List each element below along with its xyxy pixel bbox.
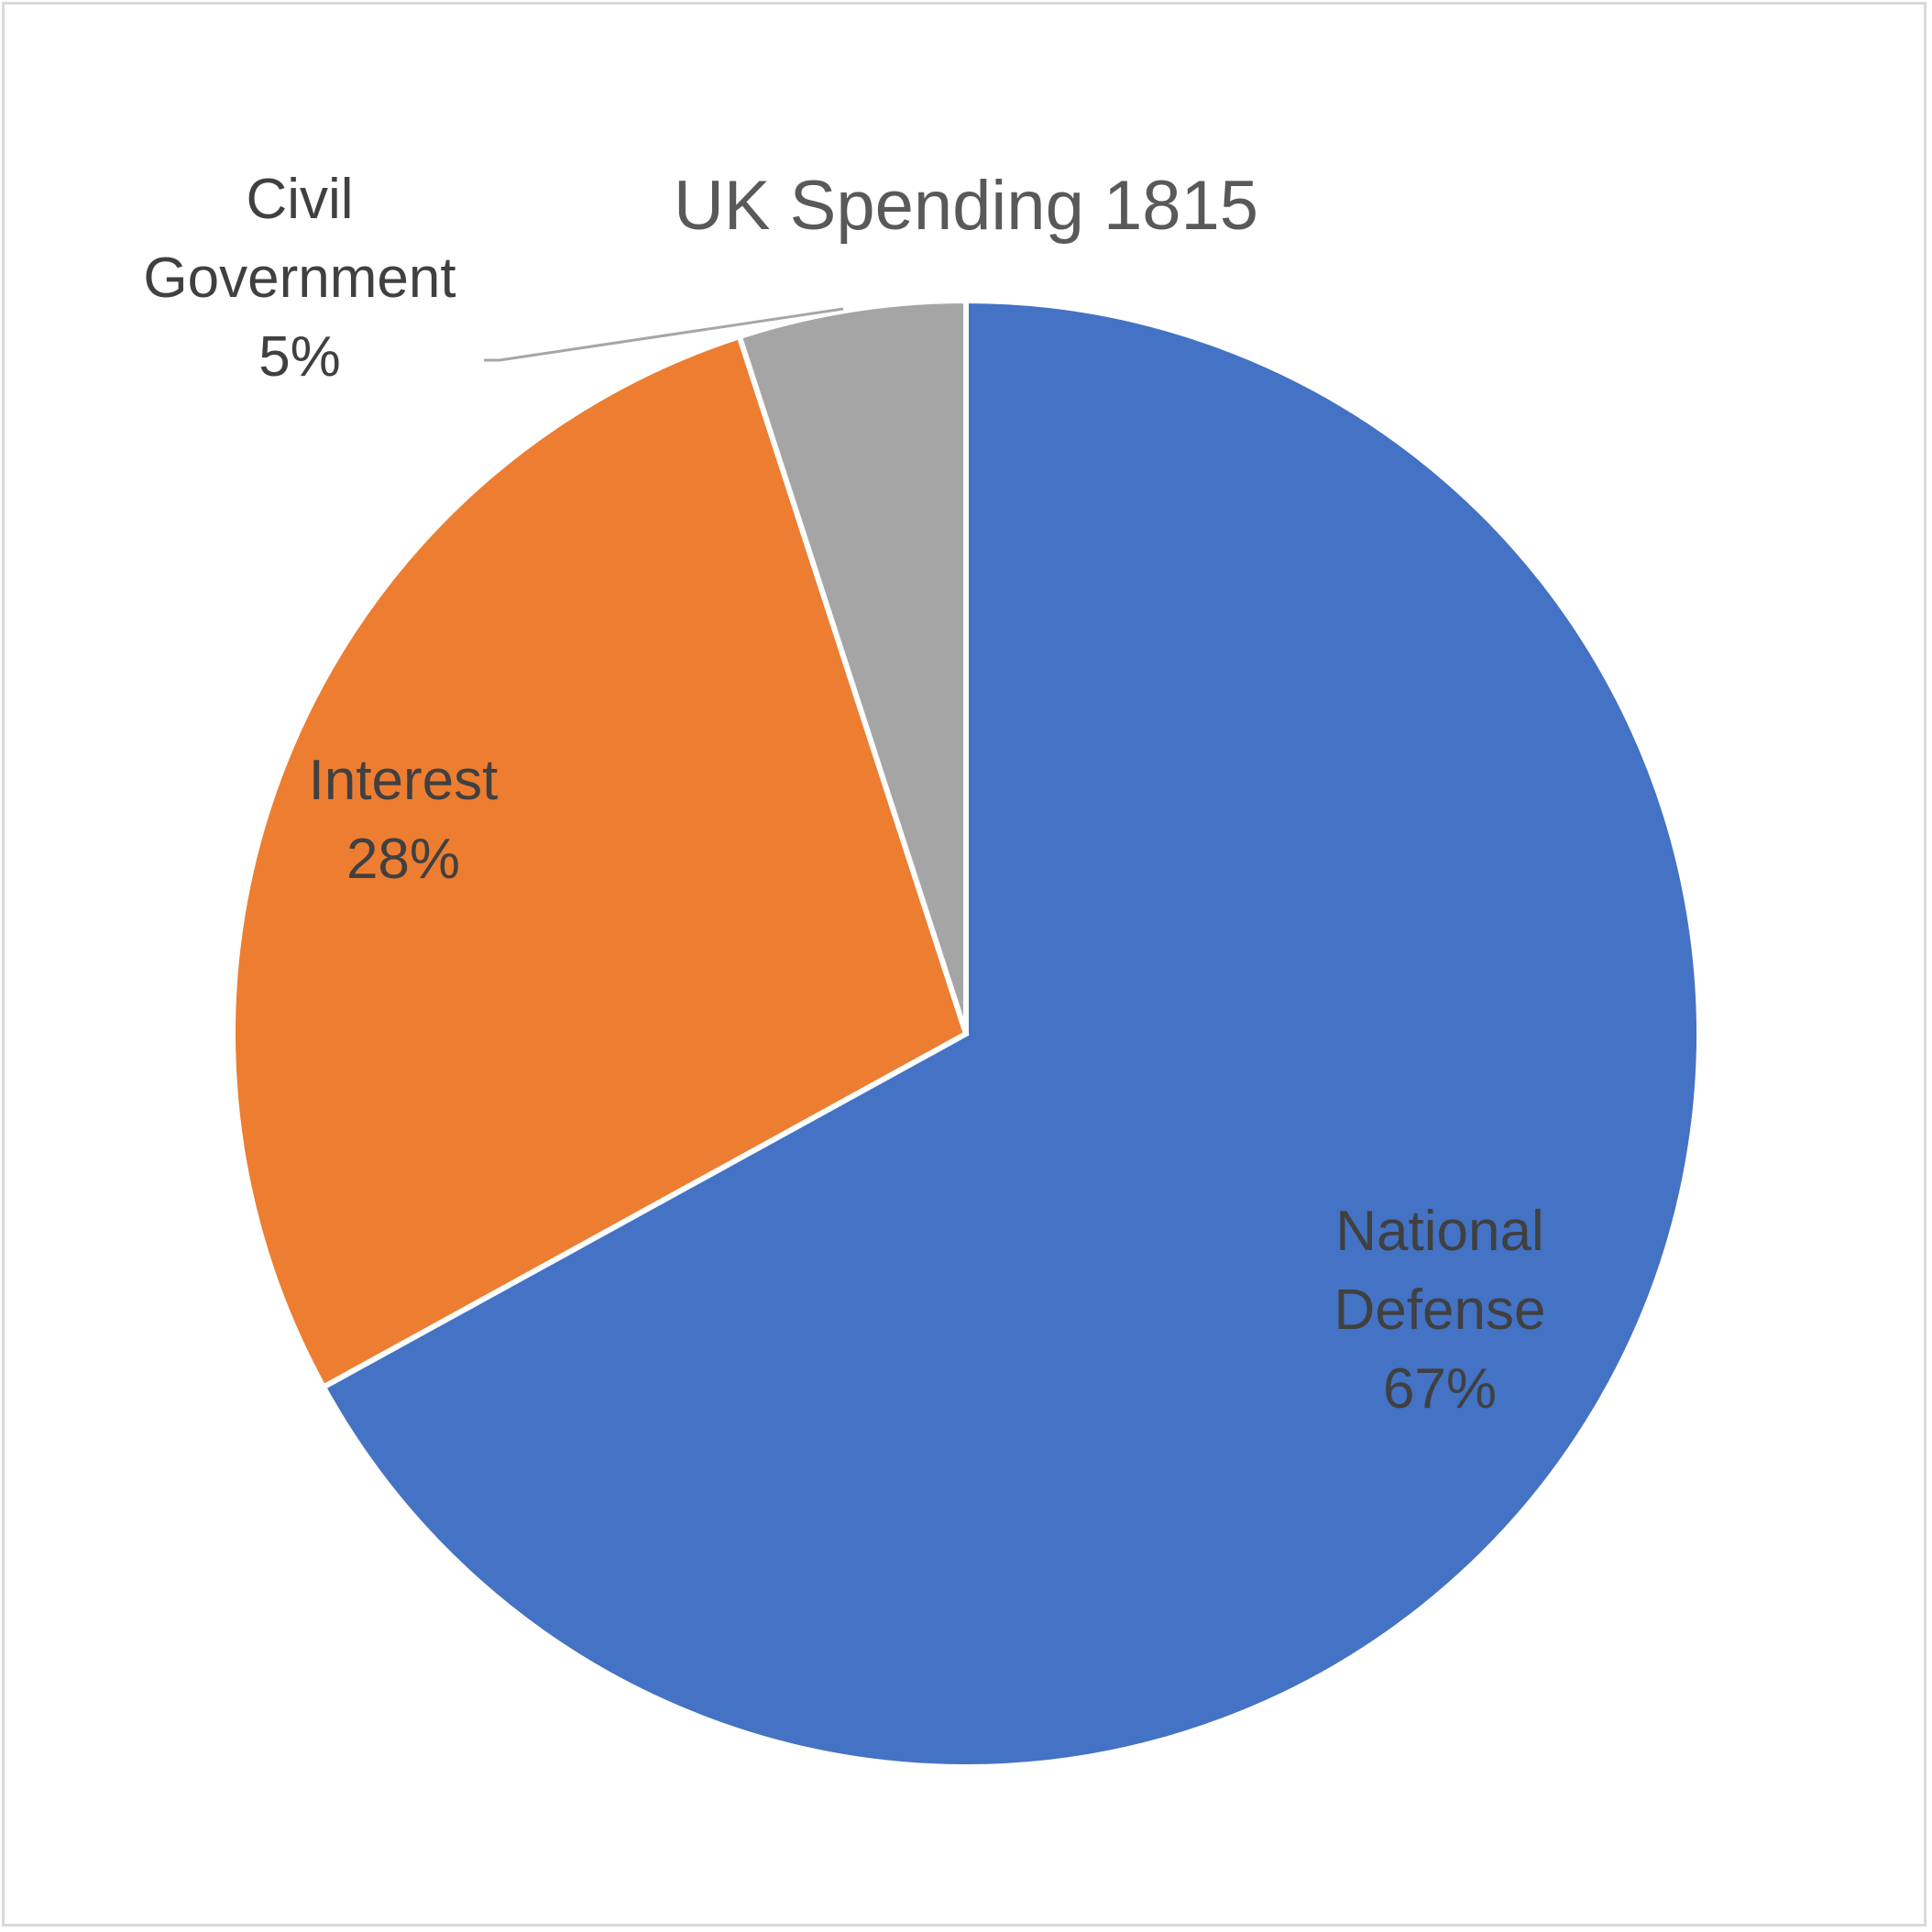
data-label-national-defense: National Defense 67%: [1334, 1200, 1546, 1421]
data-label-percent: 28%: [346, 828, 460, 891]
chart-title: UK Spending 1815: [674, 167, 1258, 245]
data-label-category-line: National: [1335, 1200, 1543, 1263]
pie-slice-interest: [230, 333, 970, 1391]
data-label-category-line: Defense: [1334, 1279, 1546, 1342]
data-label-percent: 5%: [258, 325, 341, 389]
data-label-category-line: Government: [143, 247, 456, 310]
data-labels: National Defense 67% Interest 28% Civil Govern…: [143, 168, 1545, 1421]
leader-lines: [484, 307, 844, 362]
pie-slice-civil-government: [736, 297, 969, 1035]
pie-slice-national-defense: [319, 297, 1702, 1770]
data-label-percent: 67%: [1383, 1357, 1497, 1421]
pie-slices: [230, 297, 1702, 1770]
data-label-category-line: Interest: [309, 749, 499, 812]
data-label-category-line: Civil: [246, 168, 353, 231]
leader-line-civil-government: [484, 307, 844, 362]
data-label-civil-government: Civil Government 5%: [143, 168, 456, 389]
data-label-interest: Interest 28%: [309, 749, 499, 891]
